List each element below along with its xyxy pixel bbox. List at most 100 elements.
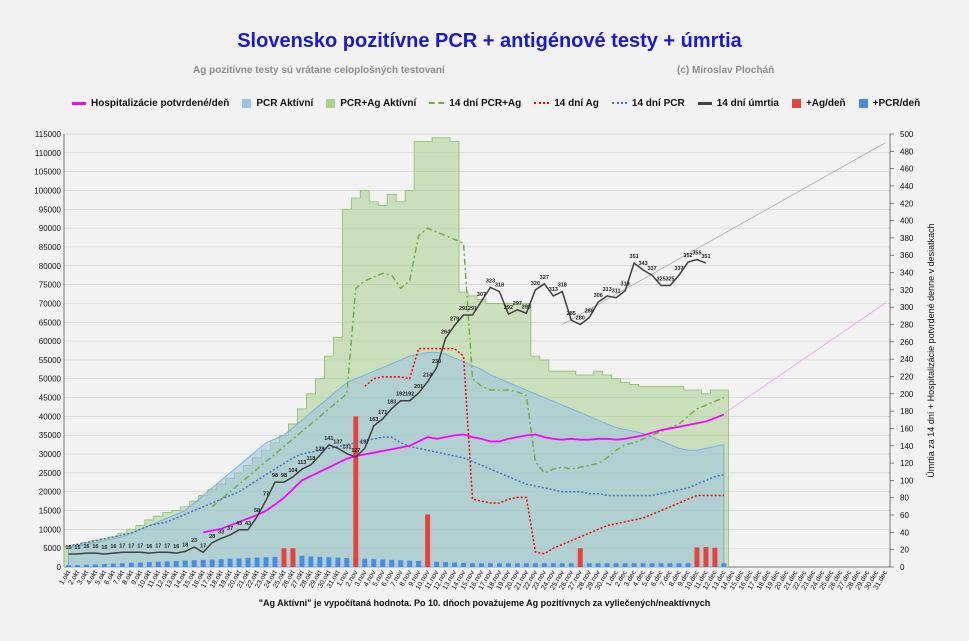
deaths-data-label: 104 — [288, 468, 298, 474]
y-tick-label-left: 95000 — [39, 205, 62, 214]
y-tick-label-right: 220 — [900, 372, 914, 381]
deaths-data-label: 318 — [495, 283, 504, 289]
deaths-data-label: 137 — [360, 439, 369, 445]
deaths-data-label: 15 — [74, 545, 80, 551]
bar-pcr-day — [74, 565, 80, 567]
bar-pcr-day — [550, 563, 556, 567]
bar-pcr-day — [308, 556, 314, 567]
bar-pcr-day — [487, 563, 493, 567]
bar-pcr-day — [83, 564, 89, 567]
bar-pcr-day — [685, 563, 691, 567]
bar-pcr-day — [191, 560, 197, 567]
y-tick-label-right: 460 — [900, 165, 914, 174]
y-tick-label-right: 360 — [900, 251, 914, 260]
deaths-data-label: 17 — [155, 543, 161, 549]
deaths-data-label: 171 — [378, 410, 387, 416]
deaths-data-label: 15 — [65, 545, 71, 551]
deaths-trend-line — [562, 142, 886, 325]
deaths-data-label: 323 — [486, 278, 495, 284]
y-tick-label-right: 100 — [900, 476, 914, 485]
y-tick-label-left: 60000 — [39, 337, 62, 346]
bar-pcr-day — [164, 561, 170, 567]
deaths-data-label: 16 — [173, 544, 179, 550]
bar-pcr-day — [479, 563, 484, 567]
y-tick-label-right: 400 — [900, 217, 914, 226]
y-tick-label-right: 440 — [900, 182, 914, 191]
y-tick-label-left: 20000 — [39, 488, 62, 497]
y-tick-label-left: 110000 — [35, 149, 62, 158]
deaths-data-label: 43 — [236, 521, 242, 527]
deaths-data-label: 131 — [342, 445, 351, 451]
deaths-data-label: 17 — [128, 543, 134, 549]
chart-title: Slovensko pozitívne PCR + antigénové tes… — [237, 30, 742, 52]
line-14d-total — [211, 227, 725, 508]
chart-legend: Hospitalizácie potvrdené/deň PCR Aktívní P… — [72, 96, 933, 110]
bar-pcr-day — [209, 559, 215, 567]
deaths-data-label: 192 — [396, 392, 405, 398]
deaths-data-label: 337 — [647, 266, 656, 272]
deaths-data-label: 280 — [576, 316, 585, 322]
bar-pcr-day — [586, 563, 592, 567]
legend-label: PCR Aktívní — [256, 97, 314, 109]
deaths-data-label: 98 — [272, 473, 278, 479]
bar-pcr-day — [622, 563, 628, 567]
bar-ag-day — [353, 416, 359, 567]
deaths-data-label: 201 — [414, 384, 423, 390]
legend-item: PCR+Ag Aktívní — [326, 98, 416, 109]
legend-label: +PCR/deň — [872, 97, 921, 109]
y-tick-label-left: 40000 — [39, 412, 62, 421]
y-tick-label-right: 20 — [900, 546, 909, 555]
y-tick-label-right: 180 — [900, 407, 914, 416]
bar-ag-day — [703, 547, 709, 567]
legend-label: 14 dní Ag — [554, 97, 599, 109]
bar-pcr-day — [721, 563, 727, 567]
legend-item: 14 dní úmrtia — [697, 98, 779, 109]
y-tick-label-right: 260 — [900, 338, 914, 347]
deaths-data-label: 307 — [477, 292, 486, 298]
bar-ag-day — [712, 547, 718, 567]
bar-pcr-day — [505, 563, 511, 567]
y-tick-label-left: 100000 — [34, 186, 61, 195]
legend-item: +Ag/deň — [791, 98, 846, 109]
bar-pcr-day — [523, 563, 529, 567]
legend-label: PCR+Ag Aktívní — [340, 97, 417, 109]
bar-pcr-day — [532, 563, 538, 567]
deaths-data-label: 351 — [630, 254, 639, 260]
bar-pcr-day — [371, 559, 377, 567]
y-tick-label-right: 120 — [900, 459, 914, 468]
deaths-data-label: 327 — [540, 275, 549, 281]
bar-ag-day — [290, 548, 296, 567]
y-tick-label-right: 320 — [900, 286, 914, 295]
line-hospitalizations — [202, 413, 725, 534]
deaths-data-label: 113 — [297, 460, 306, 466]
deaths-data-label: 355 — [692, 251, 701, 257]
deaths-data-label: 343 — [639, 261, 648, 267]
area-pcr-active — [67, 351, 725, 568]
line-deaths — [68, 258, 707, 555]
bar-pcr-day — [461, 562, 467, 567]
bar-pcr-day — [173, 560, 179, 567]
legend-swatch — [429, 102, 445, 104]
deaths-data-label: 17 — [119, 543, 125, 549]
bar-pcr-day — [640, 563, 646, 567]
y-tick-label-left: 70000 — [39, 299, 62, 308]
bar-pcr-day — [398, 560, 404, 567]
deaths-data-label: 16 — [92, 544, 98, 550]
deaths-data-label: 292 — [504, 305, 513, 311]
deaths-data-label: 141 — [324, 436, 333, 442]
y-tick-label-left: 50000 — [39, 375, 62, 384]
y-tick-label-right: 340 — [900, 269, 914, 278]
bar-pcr-day — [416, 560, 422, 567]
legend-swatch — [858, 98, 868, 108]
y-tick-label-left: 25000 — [39, 469, 62, 478]
y-tick-label-right: 500 — [900, 130, 914, 139]
deaths-data-label: 16 — [146, 544, 152, 550]
bar-pcr-day — [344, 557, 350, 567]
legend-item: Hospitalizácie potvrdené/deň — [72, 98, 229, 109]
bar-ag-day — [425, 514, 431, 567]
y-tick-label-right: 480 — [900, 147, 914, 156]
bar-pcr-day — [335, 557, 341, 567]
y-tick-label-right: 420 — [900, 199, 914, 208]
deaths-data-label: 291 — [468, 306, 477, 312]
bar-pcr-day — [676, 563, 682, 567]
